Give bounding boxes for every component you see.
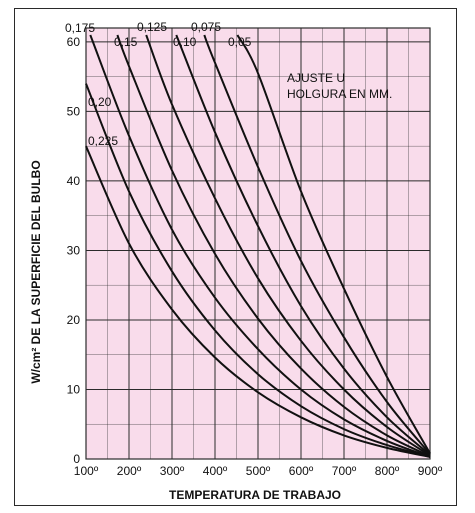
- annotation-line-2: HOLGURA EN MM.: [287, 87, 392, 101]
- y-tick-label: 20: [67, 313, 81, 327]
- curve-label: 0,10: [173, 35, 197, 49]
- curve-label: 0,125: [137, 20, 167, 34]
- curve-label: 0,05: [228, 35, 252, 49]
- curve-0-125: [145, 34, 431, 457]
- curve-0-175: [89, 34, 431, 458]
- curves: [85, 34, 431, 458]
- curve-0-10: [175, 34, 431, 456]
- x-tick-labels: 100º 200º 300º 400º 500º 600º 700º 800º 900º: [74, 464, 443, 478]
- curve-label: 0,175: [65, 21, 95, 35]
- y-tick-label: 60: [67, 35, 81, 49]
- curve-0-225: [85, 145, 431, 458]
- curve-label: 0,15: [114, 35, 138, 49]
- x-tick-label: 800º: [375, 464, 400, 478]
- annotation-line-1: AJUSTE U: [287, 71, 345, 85]
- x-tick-label: 300º: [160, 464, 185, 478]
- y-tick-label: 40: [67, 174, 81, 188]
- y-axis-title: W/cm² DE LA SUPERFICIE DEL BULBO: [29, 160, 43, 383]
- y-tick-label: 30: [67, 243, 81, 257]
- x-tick-label: 600º: [289, 464, 314, 478]
- x-tick-label: 700º: [332, 464, 357, 478]
- curve-labels: 0,225 0,20 0,175 0,150,125 0,100,075 0,05: [65, 20, 252, 148]
- curve-0-075: [203, 34, 431, 455]
- curve-0-05: [236, 34, 431, 454]
- y-tick-labels: 0 10 20 30 40 50 60: [67, 35, 81, 466]
- curve-label: 0,20: [88, 95, 112, 109]
- x-axis-title: TEMPERATURA DE TRABAJO: [169, 488, 341, 502]
- x-tick-label: 900º: [418, 464, 443, 478]
- curve-label: 0,225: [88, 134, 118, 148]
- minor-grid: [86, 28, 430, 459]
- y-tick-label: 0: [73, 452, 80, 466]
- y-tick-label: 10: [67, 382, 81, 396]
- x-tick-label: 100º: [74, 464, 99, 478]
- x-tick-label: 500º: [246, 464, 271, 478]
- x-tick-label: 400º: [203, 464, 228, 478]
- curve-0-15: [116, 34, 431, 458]
- x-tick-label: 200º: [117, 464, 142, 478]
- curve-label: 0,075: [191, 20, 221, 34]
- curve-0-20: [85, 83, 431, 458]
- y-tick-label: 50: [67, 104, 81, 118]
